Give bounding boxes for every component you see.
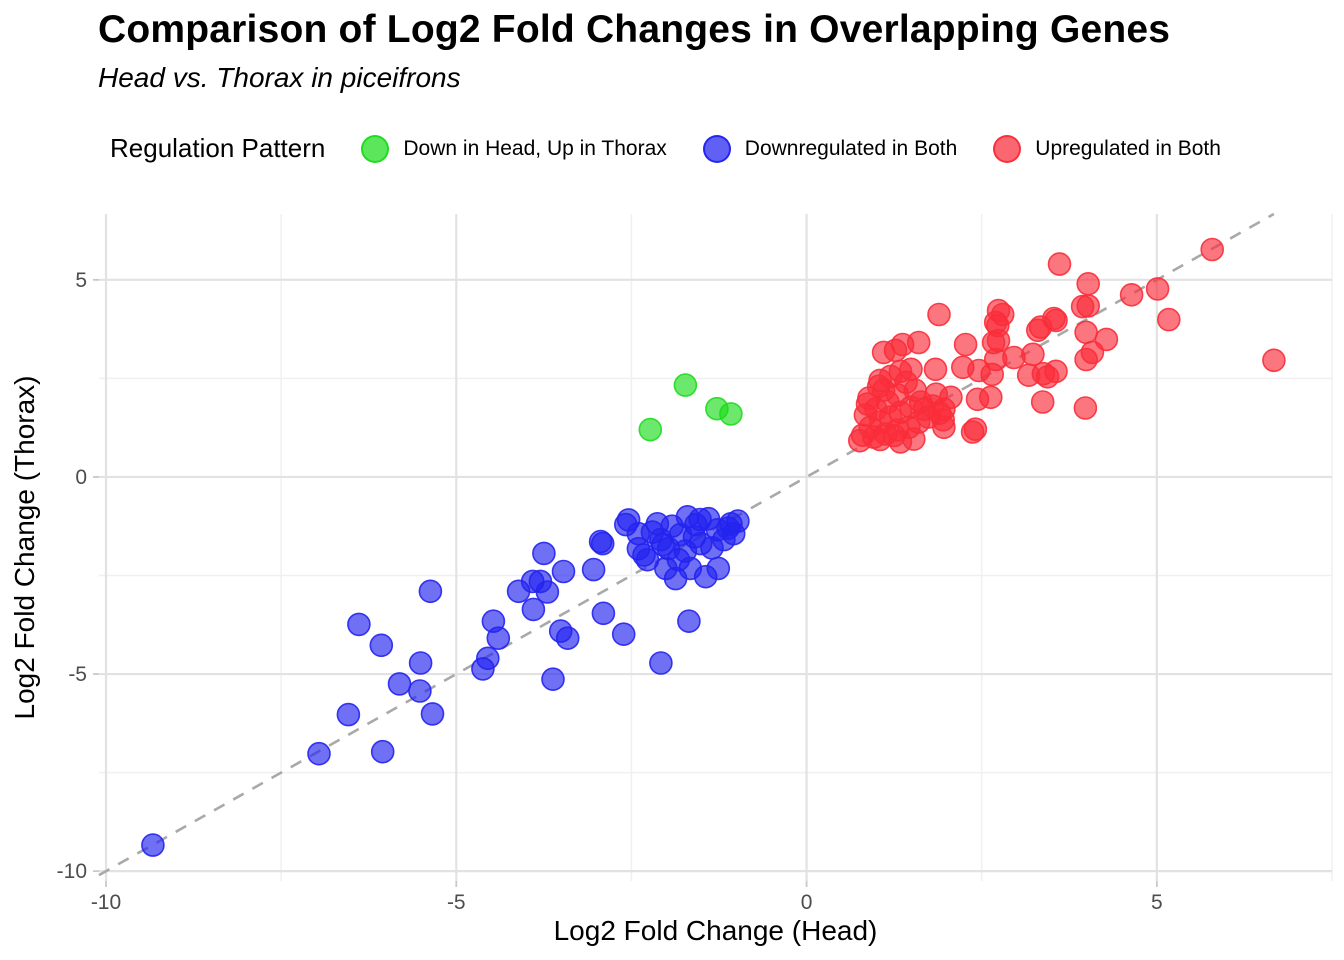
data-point xyxy=(983,310,1008,335)
y-axis-title: Log2 Fold Change (Thorax) xyxy=(9,376,40,720)
data-point xyxy=(1044,359,1068,384)
data-point xyxy=(1074,347,1098,372)
data-point xyxy=(1145,277,1170,301)
data-point xyxy=(649,651,673,675)
data-point xyxy=(1021,342,1045,367)
data-point xyxy=(307,741,331,766)
data-point xyxy=(555,626,580,651)
data-point xyxy=(336,702,361,727)
data-point xyxy=(369,633,394,658)
data-point xyxy=(532,541,556,566)
data-point xyxy=(1074,320,1098,345)
data-point xyxy=(581,557,606,582)
data-point xyxy=(1073,396,1098,420)
data-point xyxy=(613,512,638,537)
data-point xyxy=(927,302,951,327)
data-point xyxy=(1076,294,1100,318)
data-point xyxy=(141,833,165,857)
data-point xyxy=(408,651,433,675)
blue-dot-icon xyxy=(702,134,731,163)
data-point xyxy=(590,531,615,556)
data-point xyxy=(632,543,656,567)
data-point xyxy=(673,373,698,397)
chart-title: Comparison of Log2 Fold Changes in Overl… xyxy=(98,8,1171,51)
data-point xyxy=(978,385,1003,410)
data-point xyxy=(420,702,445,726)
data-point xyxy=(651,532,675,557)
data-point xyxy=(1030,390,1055,414)
data-point xyxy=(1119,282,1144,307)
data-point xyxy=(719,402,743,426)
data-point xyxy=(418,579,443,604)
data-point xyxy=(541,667,565,692)
data-point xyxy=(408,679,432,703)
legend-title: Regulation Pattern xyxy=(110,133,326,163)
data-point xyxy=(1044,308,1068,333)
data-point xyxy=(638,417,663,442)
legend-entry-down-head-up-thorax: Down in Head, Up in Thorax xyxy=(361,134,667,163)
legend: Regulation Pattern Down in Head, Up in T… xyxy=(110,133,1221,164)
data-point xyxy=(1157,307,1181,332)
x-axis-tick-label: 0 xyxy=(801,891,813,914)
x-axis-tick-label: -5 xyxy=(447,891,466,914)
data-point xyxy=(726,509,750,533)
data-point xyxy=(387,672,412,696)
data-point xyxy=(677,609,701,634)
y-axis-tick-label: -10 xyxy=(57,860,87,883)
data-point xyxy=(370,739,395,764)
data-point xyxy=(673,539,698,563)
data-point xyxy=(591,601,616,626)
x-axis-tick-label: 5 xyxy=(1151,891,1163,914)
legend-entry-label: Upregulated in Both xyxy=(1035,136,1221,160)
x-axis-title: Log2 Fold Change (Head) xyxy=(554,915,878,946)
data-point xyxy=(535,580,560,604)
data-point xyxy=(347,612,371,637)
data-point xyxy=(1047,252,1072,276)
data-point xyxy=(611,622,636,647)
data-point xyxy=(906,330,931,355)
data-point xyxy=(1094,327,1119,352)
y-axis-tick-label: 5 xyxy=(75,269,87,292)
data-point xyxy=(939,385,963,410)
data-point xyxy=(551,559,576,584)
data-point xyxy=(953,332,978,357)
legend-entry-label: Down in Head, Up in Thorax xyxy=(403,136,667,160)
data-point xyxy=(1076,271,1100,296)
chart-subtitle: Head vs. Thorax in piceifrons xyxy=(98,62,461,93)
data-point xyxy=(963,417,988,442)
data-point xyxy=(700,536,724,560)
data-point xyxy=(923,357,948,382)
data-point xyxy=(471,657,495,681)
data-point xyxy=(688,507,712,532)
red-dot-icon xyxy=(993,134,1022,163)
data-point xyxy=(706,556,731,581)
y-axis-tick-label: 0 xyxy=(75,466,87,489)
x-axis-tick-label: -10 xyxy=(91,891,121,914)
data-point xyxy=(1262,348,1286,373)
legend-entry-label: Downregulated in Both xyxy=(744,136,958,160)
legend-entry-downregulated-both: Downregulated in Both xyxy=(702,134,958,163)
data-point xyxy=(486,626,511,651)
data-point xyxy=(521,597,546,622)
data-point xyxy=(899,357,923,382)
y-axis-tick-label: -5 xyxy=(68,663,87,686)
data-point xyxy=(1200,237,1224,262)
green-dot-icon xyxy=(361,134,390,163)
legend-entry-upregulated-both: Upregulated in Both xyxy=(993,134,1221,163)
